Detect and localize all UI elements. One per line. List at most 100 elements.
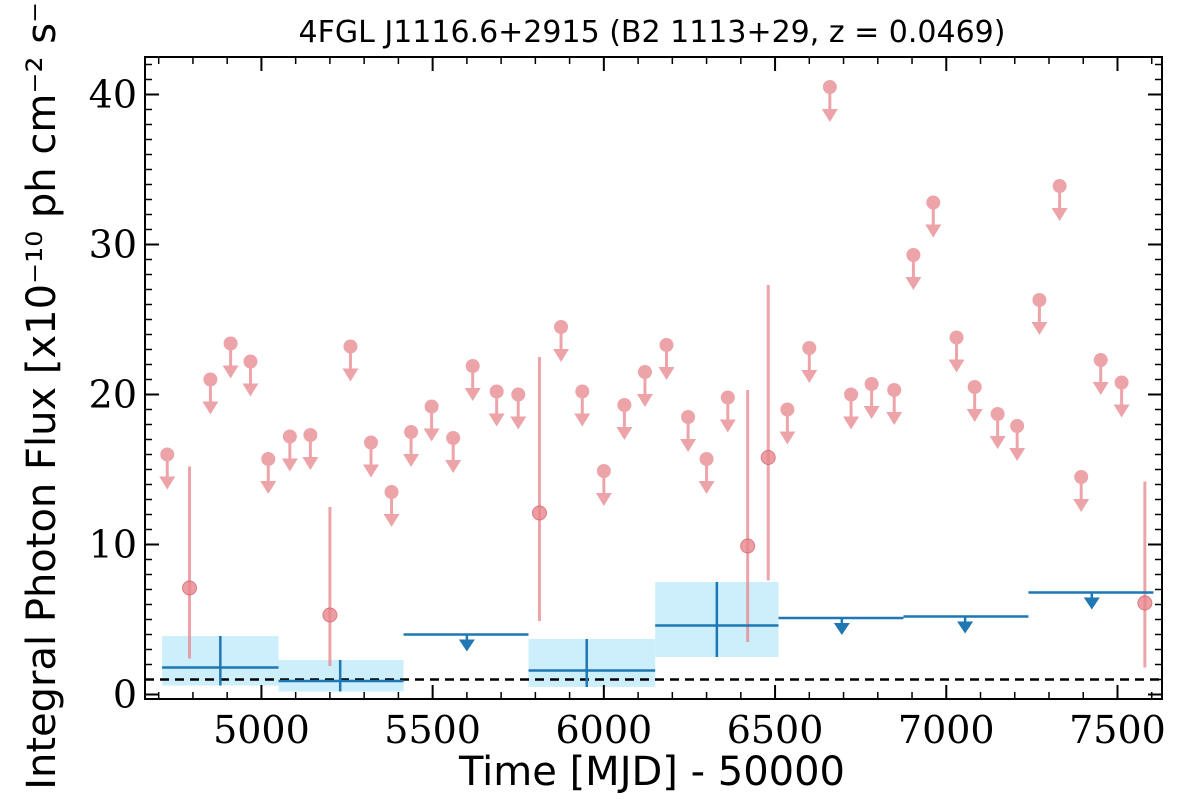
upper-limit-point: [659, 338, 674, 352]
upper-limit-marker: [1031, 293, 1048, 335]
upper-limit-point: [1032, 293, 1047, 307]
upper-limit-point: [575, 384, 590, 399]
upper-limit-arrowhead: [202, 401, 219, 415]
upper-limit-arrowhead: [553, 349, 570, 362]
long-bin-detection: [528, 639, 656, 687]
upper-limit-point: [243, 354, 258, 369]
upper-limit-arrowhead: [1073, 499, 1090, 512]
x-tick-label: 5500: [384, 708, 481, 752]
upper-limit-point: [699, 452, 714, 466]
upper-limit-arrowhead: [1009, 448, 1026, 461]
upper-limit-arrowhead: [488, 413, 505, 427]
upper-limit-point: [343, 339, 358, 354]
upper-limit-marker: [342, 339, 359, 382]
short-bin-points: [159, 80, 1153, 668]
upper-limit-point: [1093, 353, 1108, 367]
upper-limit-point: [554, 320, 569, 334]
upper-limit-arrowhead: [925, 224, 942, 238]
upper-limit-marker: [905, 248, 922, 290]
upper-limit-arrowhead: [1113, 404, 1130, 418]
upper-limit-point: [1074, 470, 1089, 484]
upper-limit-point: [637, 365, 652, 379]
upper-limit-arrowhead: [948, 359, 965, 373]
long-bin-arrowhead: [458, 639, 475, 652]
upper-limit-marker: [383, 485, 400, 527]
upper-limit-point: [446, 431, 461, 445]
upper-limit-arrowhead: [403, 454, 420, 467]
chart-title: 4FGL J1116.6+2915 (B2 1113+29, z = 0.046…: [299, 15, 1006, 50]
upper-limit-marker: [886, 383, 903, 425]
upper-limit-marker: [843, 387, 860, 430]
y-tick-label: 30: [89, 223, 137, 267]
upper-limit-arrowhead: [595, 493, 612, 506]
detection-point: [182, 580, 198, 596]
upper-limit-marker: [719, 390, 736, 433]
upper-limit-point: [404, 425, 419, 439]
upper-limit-marker: [680, 410, 697, 452]
upper-limit-point: [720, 390, 735, 405]
axis-ticks: 5000 5500 6000 6500 7000 7500 0 10 20 30 40: [89, 57, 1166, 752]
y-tick-label: 40: [89, 73, 137, 117]
upper-limit-arrowhead: [363, 464, 379, 478]
upper-limit-arrowhead: [342, 368, 359, 382]
detection-marker: [531, 357, 547, 621]
detection-point: [760, 450, 776, 465]
upper-limit-arrowhead: [886, 412, 903, 425]
upper-limit-point: [822, 80, 837, 94]
upper-limit-marker: [510, 387, 527, 430]
long-bin-band: [528, 639, 656, 687]
upper-limit-marker: [553, 320, 570, 362]
upper-limit-arrowhead: [698, 481, 715, 494]
upper-limit-point: [160, 447, 175, 462]
upper-limit-arrowhead: [260, 481, 277, 494]
upper-limit-arrowhead: [616, 427, 633, 440]
upper-limit-marker: [616, 398, 633, 440]
upper-limit-arrowhead: [801, 370, 818, 383]
upper-limit-point: [887, 383, 902, 397]
upper-limit-point: [261, 452, 276, 466]
x-tick-label: 6000: [555, 708, 652, 752]
upper-limit-marker: [821, 80, 838, 122]
x-tick-label: 6500: [727, 708, 824, 752]
upper-limit-arrowhead: [821, 109, 838, 122]
upper-limit-point: [384, 485, 399, 499]
upper-limit-point: [1052, 179, 1067, 193]
upper-limit-marker: [488, 384, 505, 427]
x-tick-label: 5000: [213, 708, 310, 752]
upper-limit-arrowhead: [1031, 322, 1048, 335]
upper-limit-marker: [801, 341, 818, 383]
upper-limit-point: [511, 387, 526, 402]
upper-limit-arrowhead: [510, 416, 527, 430]
upper-limit-arrowhead: [423, 428, 440, 442]
upper-limit-marker: [1113, 375, 1130, 418]
upper-limit-point: [906, 248, 921, 262]
upper-limit-marker: [445, 431, 462, 473]
upper-limit-marker: [1092, 353, 1109, 395]
upper-limit-point: [681, 410, 696, 424]
upper-limit-point: [802, 341, 817, 355]
upper-limit-marker: [363, 435, 379, 478]
upper-limit-point: [949, 330, 964, 345]
upper-limit-marker: [779, 402, 796, 445]
long-bin-arrowhead: [1083, 597, 1100, 610]
upper-limit-arrowhead: [445, 460, 462, 473]
upper-limit-arrowhead: [281, 458, 298, 472]
upper-limit-marker: [1073, 470, 1090, 512]
upper-limit-arrowhead: [222, 365, 239, 379]
upper-limit-marker: [574, 384, 591, 427]
long-bin-detection: [162, 636, 279, 686]
upper-limit-arrowhead: [1051, 208, 1068, 221]
upper-limit-point: [364, 435, 378, 450]
upper-limit-arrowhead: [383, 514, 400, 527]
upper-limit-marker: [658, 338, 675, 380]
upper-limit-arrowhead: [464, 388, 481, 401]
long-bin-detection: [655, 582, 779, 657]
upper-limit-point: [990, 407, 1005, 421]
long-bin-upper-limit: [778, 616, 904, 635]
y-tick-label: 20: [89, 373, 137, 417]
y-tick-label: 10: [89, 523, 137, 567]
long-bin-points: [162, 582, 1154, 692]
upper-limit-marker: [1051, 179, 1068, 221]
upper-limit-point: [489, 384, 504, 399]
